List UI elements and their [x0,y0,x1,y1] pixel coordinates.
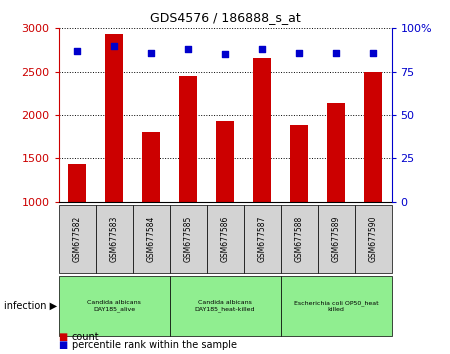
Bar [253,58,271,289]
Point [73,48,81,54]
Text: infection ▶: infection ▶ [4,301,58,311]
Text: Candida albicans
DAY185_alive: Candida albicans DAY185_alive [87,301,141,312]
Bar [290,125,308,289]
Text: Escherichia coli OP50_heat
killed: Escherichia coli OP50_heat killed [294,301,378,312]
Bar [105,34,123,289]
Point [333,50,340,56]
Text: percentile rank within the sample: percentile rank within the sample [72,340,237,350]
Text: GSM677585: GSM677585 [184,216,193,262]
Point [369,50,377,56]
Text: GSM677589: GSM677589 [332,216,341,262]
Text: GSM677588: GSM677588 [294,216,303,262]
Text: GSM677587: GSM677587 [257,216,266,262]
Point [184,46,192,52]
Bar [364,72,382,289]
Bar [68,165,86,289]
Text: GSM677582: GSM677582 [72,216,81,262]
Text: ■: ■ [58,340,68,350]
Text: Candida albicans
DAY185_heat-killed: Candida albicans DAY185_heat-killed [195,301,255,312]
Point [295,50,302,56]
Text: GSM677583: GSM677583 [109,216,118,262]
Title: GDS4576 / 186888_s_at: GDS4576 / 186888_s_at [149,11,301,24]
Bar [216,121,234,289]
Text: GSM677590: GSM677590 [369,216,378,262]
Point [148,50,155,56]
Point [221,52,229,57]
Text: GSM677584: GSM677584 [147,216,156,262]
Text: count: count [72,332,99,342]
Text: ■: ■ [58,332,68,342]
Text: GSM677586: GSM677586 [220,216,230,262]
Bar [179,76,197,289]
Bar [142,132,160,289]
Bar [327,103,345,289]
Point [110,43,117,48]
Point [258,46,265,52]
